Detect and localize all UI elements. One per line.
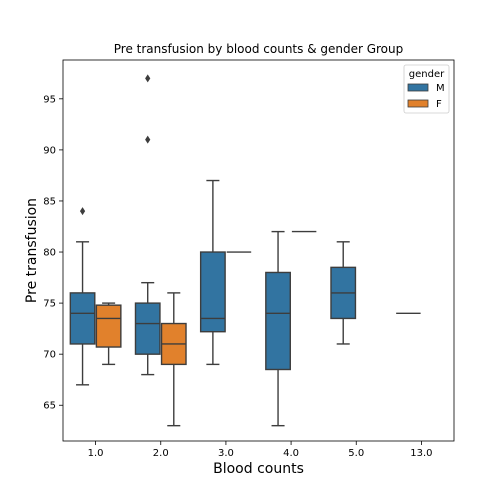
y-axis-label: Pre transfusion: [24, 198, 40, 303]
box-M-4.0: [265, 230, 291, 427]
iqr-box: [199, 251, 226, 333]
plot-area: [69, 74, 421, 427]
y-tick-label: 90: [43, 145, 56, 156]
y-tick-label: 85: [43, 196, 56, 207]
box-F-1.0: [95, 302, 122, 366]
x-tick-label: 4.0: [283, 448, 299, 459]
y-axis: 65 70 75 80 85 90 95: [43, 94, 63, 412]
iqr-box: [69, 292, 96, 345]
box-M-5.0: [330, 241, 357, 345]
legend-title: gender: [409, 69, 445, 80]
legend: gender MF: [403, 64, 450, 114]
box-M-2.0: [134, 74, 161, 376]
x-tick-label: 13.0: [410, 448, 432, 459]
iqr-box: [95, 304, 122, 348]
y-tick-label: 65: [43, 401, 56, 412]
legend-label-M: M: [436, 83, 445, 94]
iqr-box: [265, 271, 291, 371]
legend-swatch-M: [407, 83, 429, 92]
chart-title: Pre transfusion by blood counts & gender…: [114, 42, 404, 56]
x-tick-label: 5.0: [348, 448, 364, 459]
iqr-box: [134, 302, 161, 355]
outlier-point: [145, 135, 151, 144]
x-tick-label: 3.0: [218, 448, 234, 459]
plot-frame: [62, 59, 455, 442]
legend-label-F: F: [436, 99, 442, 110]
box-M-1.0: [69, 207, 96, 386]
outlier-point: [79, 207, 86, 216]
x-tick-label: 1.0: [88, 448, 104, 459]
x-tick-label: 2.0: [153, 448, 169, 459]
y-tick-label: 80: [43, 248, 56, 259]
outlier-point: [145, 74, 151, 83]
box-M-3.0: [199, 179, 226, 366]
y-tick-label: 70: [43, 350, 56, 361]
x-axis: 1.0 2.0 3.0 4.0 5.0 13.0: [88, 441, 433, 459]
x-axis-label: Blood counts: [213, 461, 304, 477]
legend-swatch-F: [407, 99, 429, 108]
box-F-2.0: [160, 292, 187, 427]
y-tick-label: 75: [43, 299, 56, 310]
y-tick-label: 95: [43, 94, 56, 105]
